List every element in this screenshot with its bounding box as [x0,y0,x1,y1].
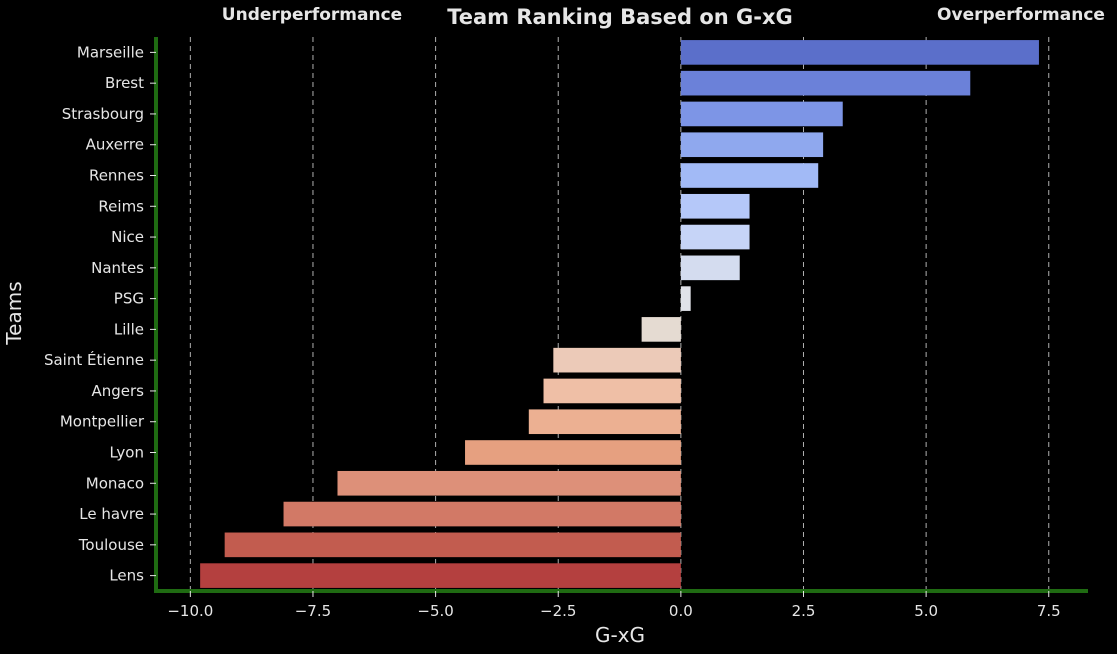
x-axis-label: G-xG [595,623,645,647]
y-axis-label: Teams [2,281,26,345]
y-tick-label: Marseille [77,43,144,61]
bars [200,40,1039,588]
grid-lines [189,37,1050,591]
y-tick-label: Strasbourg [62,105,144,123]
y-tick-label: Le havre [79,505,144,523]
chart-title: Team Ranking Based on G-xG [447,5,793,29]
bar-angers [543,378,681,404]
y-tick-label: Brest [105,74,144,92]
bar-lens [200,563,681,588]
axes [154,37,1088,593]
y-tick-label: Reims [98,197,144,215]
y-tick-label: Montpellier [60,413,145,431]
y-tick-label: Angers [92,382,145,400]
y-tick-label: Toulouse [78,536,144,554]
underperformance-annotation: Underperformance [222,5,402,25]
bar-brest [680,70,971,96]
y-tick-label: PSG [114,290,144,308]
bar-saint-étienne [553,347,681,373]
bar-lyon [465,440,681,465]
bar-lille [641,317,681,342]
y-tick-label: Lyon [109,444,144,462]
bar-nice [680,224,750,250]
y-tick-label: Rennes [89,167,144,185]
bar-auxerre [680,132,824,158]
x-tick-label: −2.5 [540,602,576,620]
y-tick-label: Lens [109,567,144,585]
bar-monaco [337,470,681,496]
x-tick-label: −10.0 [167,602,213,620]
x-tick-labels: −10.0 −7.5 −5.0 −2.5 0.0 2.5 5.0 7.5 [167,591,1061,620]
x-tick-label: −7.5 [295,602,331,620]
bar-reims [680,193,750,219]
bar-psg [680,286,691,311]
y-tick-label: Saint Étienne [44,350,144,369]
bar-toulouse [224,532,681,558]
y-tick-labels: Marseille Brest Strasbourg Auxerre Rennes Rei… [44,43,156,585]
x-tick-label: 0.0 [669,602,693,620]
bar-marseille [680,40,1039,65]
x-tick-label: 2.5 [792,602,816,620]
x-tick-label: 5.0 [914,602,938,620]
y-tick-label: Nice [111,228,144,246]
bar-le-havre [283,501,681,527]
bar-montpellier [528,409,681,435]
x-tick-label: 7.5 [1037,602,1061,620]
y-tick-label: Auxerre [86,136,144,154]
bar-nantes [680,255,740,281]
bar-strasbourg [680,101,843,127]
bar-rennes [680,163,819,188]
y-tick-label: Lille [114,320,144,338]
overperformance-annotation: Overperformance [937,5,1105,25]
y-tick-label: Monaco [86,474,144,492]
y-tick-label: Nantes [91,259,144,277]
x-tick-label: −5.0 [417,602,453,620]
